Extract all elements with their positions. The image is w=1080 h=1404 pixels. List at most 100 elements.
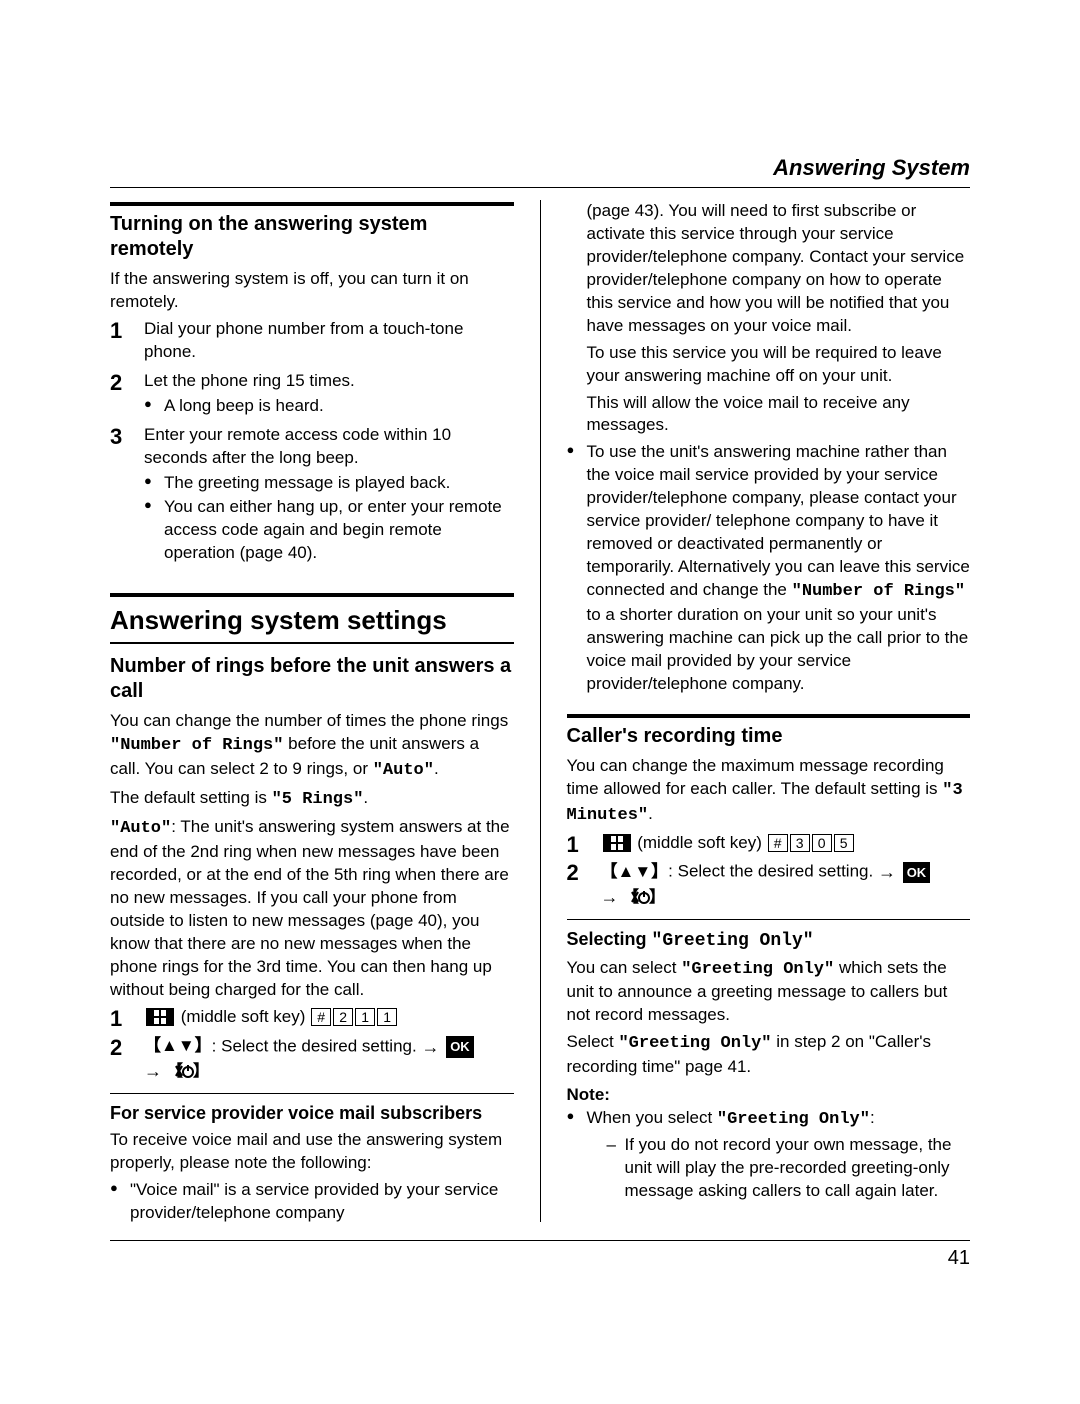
subsection-heading: For service provider voice mail subscrib… <box>110 1102 514 1125</box>
text: . <box>363 788 368 807</box>
step-text: : Select the desired setting. <box>212 1036 422 1055</box>
steps-list: Dial your phone number from a touch-tone… <box>110 318 514 565</box>
bullets: To use the unit's answering machine rath… <box>567 441 971 695</box>
text: The default setting is <box>110 788 272 807</box>
keycap: 0 <box>812 834 832 852</box>
power-off-icon: 【】 <box>167 1061 201 1080</box>
section-heading: Number of rings before the unit answers … <box>110 654 514 704</box>
step-text: : Select the desired setting. <box>668 862 878 881</box>
body-text: You can change the maximum message recor… <box>567 755 971 828</box>
code-text: "Number of Rings" <box>110 736 283 755</box>
keycap: 2 <box>333 1008 353 1026</box>
bullet-item: The greeting message is played back. <box>144 472 514 495</box>
sub-bullets: The greeting message is played back. You… <box>144 472 514 566</box>
dash-item: If you do not record your own message, t… <box>607 1134 971 1203</box>
power-off-icon: 【】 <box>623 886 657 905</box>
keycap: 3 <box>790 834 810 852</box>
updown-icon: 【▲▼】 <box>601 861 669 884</box>
subsection-heading: Selecting "Greeting Only" <box>567 928 971 953</box>
step-item: Enter your remote access code within 10 … <box>110 424 514 566</box>
step-item: Dial your phone number from a touch-tone… <box>110 318 514 364</box>
keycap: 5 <box>834 834 854 852</box>
manual-page: Answering System Turning on the answerin… <box>0 0 1080 1404</box>
text: You can select <box>567 958 682 977</box>
keycap: 1 <box>355 1008 375 1026</box>
subsection-rule <box>567 919 971 920</box>
text: to a shorter duration on your unit so yo… <box>587 605 969 693</box>
step-text: (middle soft key) <box>633 833 767 852</box>
body-text: The default setting is "5 Rings". <box>110 787 514 812</box>
svg-text:】: 】 <box>649 888 657 906</box>
body-text: "Auto": The unit's answering system answ… <box>110 816 514 1002</box>
updown-icon: 【▲▼】 <box>144 1035 212 1058</box>
code-text: "Greeting Only" <box>652 931 814 951</box>
steps-list: (middle soft key) #305 【▲▼】: Select the … <box>567 832 971 910</box>
step-item: Let the phone ring 15 times. A long beep… <box>110 370 514 418</box>
keycap: 1 <box>377 1008 397 1026</box>
subsection-rule <box>110 1093 514 1094</box>
text: . <box>434 759 439 778</box>
step-text: Let the phone ring 15 times. <box>144 371 355 390</box>
code-text: "Greeting Only" <box>681 960 834 979</box>
bullet-item: To use the unit's answering machine rath… <box>567 441 971 695</box>
arrow-icon: → <box>878 862 896 882</box>
body-text: You can change the number of times the p… <box>110 710 514 783</box>
page-number: 41 <box>110 1247 970 1270</box>
step-text: (middle soft key) <box>176 1007 310 1026</box>
note-label: Note: <box>567 1085 971 1105</box>
keycap: # <box>768 834 788 852</box>
bullet-item: "Voice mail" is a service provided by yo… <box>110 1179 514 1225</box>
bullet-item: You can either hang up, or enter your re… <box>144 496 514 565</box>
keycap: # <box>311 1008 331 1026</box>
body-text: To receive voice mail and use the answer… <box>110 1129 514 1175</box>
step-text: Enter your remote access code within 10 … <box>144 425 451 467</box>
step-item: (middle soft key) #211 <box>110 1006 514 1029</box>
code-text: "Number of Rings" <box>792 582 965 601</box>
page-h1: Answering system settings <box>110 605 514 636</box>
text: To use the unit's answering machine rath… <box>587 442 970 599</box>
h1-rule-thin <box>110 642 514 644</box>
text: : The unit's answering system answers at… <box>110 817 510 999</box>
code-text: "Greeting Only" <box>618 1034 771 1053</box>
left-column: Turning on the answering system remotely… <box>110 196 514 1226</box>
bullet-item: When you select "Greeting Only": If you … <box>567 1107 971 1203</box>
svg-text:】: 】 <box>193 1062 201 1080</box>
column-divider <box>540 200 541 1222</box>
text: Select <box>567 1032 619 1051</box>
bullet-item: A long beep is heard. <box>144 395 514 418</box>
arrow-icon: → <box>144 1061 162 1081</box>
text: You can change the number of times the p… <box>110 711 508 730</box>
dash-list: If you do not record your own message, t… <box>607 1134 971 1203</box>
text: Selecting <box>567 929 652 949</box>
section-heading: Turning on the answering system remotely <box>110 212 514 262</box>
body-text: (page 43). You will need to first subscr… <box>567 200 971 338</box>
bullets: When you select "Greeting Only": If you … <box>567 1107 971 1203</box>
section-rule <box>567 714 971 718</box>
step-item: (middle soft key) #305 <box>567 832 971 855</box>
svg-text:【: 【 <box>167 1062 183 1080</box>
h1-rule-thick <box>110 593 514 597</box>
sub-bullets: A long beep is heard. <box>144 395 514 418</box>
body-text: You can select "Greeting Only" which set… <box>567 957 971 1028</box>
body-text: Select "Greeting Only" in step 2 on "Cal… <box>567 1031 971 1079</box>
section-heading: Caller's recording time <box>567 724 971 749</box>
text: When you select <box>587 1108 717 1127</box>
code-text: "5 Rings" <box>272 790 364 809</box>
code-text: "Auto" <box>110 819 171 838</box>
menu-icon <box>146 1008 174 1026</box>
text: : <box>870 1108 875 1127</box>
arrow-icon: → <box>421 1037 439 1057</box>
ok-icon: OK <box>903 862 931 884</box>
arrow-icon: → <box>601 887 619 907</box>
text: You can change the maximum message recor… <box>567 756 944 798</box>
right-column: (page 43). You will need to first subscr… <box>567 196 971 1226</box>
code-text: "Greeting Only" <box>717 1110 870 1129</box>
ok-icon: OK <box>446 1036 474 1058</box>
step-item: 【▲▼】: Select the desired setting. → OK →… <box>110 1035 514 1084</box>
top-rule <box>110 187 970 188</box>
menu-icon <box>603 834 631 852</box>
bullets: "Voice mail" is a service provided by yo… <box>110 1179 514 1225</box>
two-columns: Turning on the answering system remotely… <box>110 196 970 1226</box>
section-intro: If the answering system is off, you can … <box>110 268 514 314</box>
chapter-title: Answering System <box>110 155 970 181</box>
